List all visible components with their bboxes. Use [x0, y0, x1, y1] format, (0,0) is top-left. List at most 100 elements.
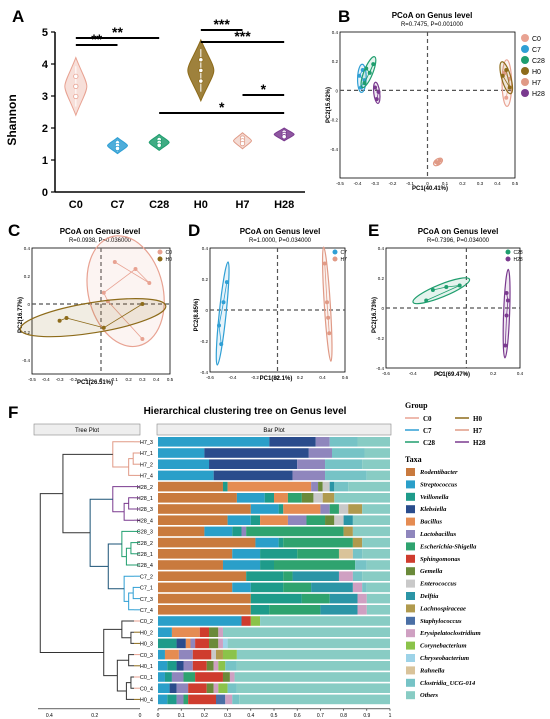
bar-segment-h0-2: [171, 627, 200, 637]
bar-segment-h28-3: [348, 504, 363, 514]
sample-label: H7_1: [140, 451, 153, 457]
panel-d-ytick-label: 0: [205, 308, 208, 313]
bar-segment-c7-2: [246, 571, 284, 581]
bar-segment-h0-4: [158, 694, 168, 705]
bar-segment-c7-1: [250, 582, 284, 593]
violin-point-c28: [156, 142, 162, 148]
bar-x-tick-label: 0.9: [363, 713, 370, 719]
panel-c-xtick-label: 0.4: [153, 377, 160, 382]
panel-e-xtick-label: 0.4: [517, 371, 524, 376]
taxa-legend-swatch: [406, 505, 415, 514]
panel-d-connector-h7: [327, 317, 330, 334]
sample-label: C7_2: [140, 574, 153, 580]
bar-segment-h28-3: [158, 504, 251, 514]
bar-segment-h28-4: [227, 515, 251, 525]
panel-e-xlabel: PC1(69.47%): [434, 372, 470, 378]
panel-d-point-h7: [325, 300, 329, 305]
panel-e-xtick-label: -0.4: [409, 371, 417, 376]
bar-segment-h0-3: [209, 638, 219, 649]
panel-c-legend-swatch-c0: [157, 249, 163, 255]
bar-segment-h0-4: [232, 694, 240, 705]
panel-a-xtick-label: H7: [235, 199, 249, 211]
bar-segment-h7-3: [269, 437, 316, 447]
panel-e-point-h28: [504, 313, 509, 318]
panel-b-point-c28: [364, 66, 369, 71]
bar-x-tick-label: 0.6: [294, 713, 301, 719]
significance-label: *: [219, 99, 225, 115]
bar-segment-c7-4: [357, 605, 367, 615]
bar-segment-c28-3: [352, 526, 390, 537]
tree-branch: [39, 493, 104, 653]
taxa-legend-label: Rodentibacter: [419, 469, 458, 476]
panel-c-xtick-label: -0.1: [83, 377, 91, 382]
panel-c-ytick-label: 0.4: [24, 246, 31, 251]
panel-b-ytick-label: 0: [335, 88, 338, 93]
bar-segment-h28-3: [278, 504, 284, 514]
panel-d-legend-swatch-c7: [332, 249, 338, 255]
bar-segment-c7-4: [250, 605, 270, 615]
panel-b-connector-h0: [505, 69, 511, 88]
panel-b-xtick-label: -0.3: [371, 181, 379, 186]
bar-segment-h28-4: [334, 515, 344, 525]
bar-segment-h28-4: [352, 515, 390, 525]
panel-d-ytick-label: -0.4: [200, 370, 208, 375]
panel-a-ytick-label: 4: [42, 59, 49, 71]
tree-branch: [62, 453, 113, 534]
bar-segment-h28-2: [222, 481, 228, 492]
bar-segment-c28-3: [204, 526, 233, 537]
bar-segment-c0-3: [164, 649, 179, 660]
taxa-legend-swatch: [406, 592, 415, 600]
bar-segment-c0-1: [158, 672, 165, 682]
panel-d-xtick-label: 0: [276, 375, 279, 380]
panel-e-point-h28: [504, 291, 509, 295]
panel-b-point-h0: [507, 85, 512, 90]
bar-segment-h0-3: [227, 638, 390, 649]
panel-b-point-h28: [373, 85, 377, 90]
panel-c-point-c0: [101, 290, 106, 295]
panel-c-xtick-label: -0.4: [42, 377, 50, 382]
panel-e-ytick-label: 0.2: [378, 276, 385, 281]
bar-segment-c7-3: [158, 593, 251, 604]
panel-b-legend-swatch-c0: [521, 34, 529, 42]
bar-segment-h7-2: [158, 459, 210, 469]
sample-label: C7_3: [140, 597, 153, 603]
sample-label: H7_4: [140, 474, 153, 480]
panel-b-xlabel: PC1(40.41%): [412, 186, 448, 192]
panel-b-xtick-label: 0.4: [494, 181, 501, 186]
bar-segment-h0-4: [188, 694, 216, 705]
panel-a-xtick-label: C28: [149, 199, 169, 211]
significance-label: **: [112, 24, 123, 40]
bar-segment-h0-4: [225, 694, 233, 705]
panel-c-xtick-label: 0.5: [167, 377, 174, 382]
bar-segment-h28-4: [158, 515, 228, 525]
bar-segment-c0-2: [260, 616, 390, 626]
bar-segment-c28-1: [338, 549, 353, 559]
sample-label: C28_1: [137, 552, 153, 558]
panel-letter-e: E: [368, 221, 379, 240]
bar-segment-h7-1: [308, 448, 332, 458]
panel-b-subtitle: R=0.7475, P=0.001000: [401, 22, 464, 28]
bar-segment-h7-3: [357, 437, 390, 447]
bar-x-tick-label: 0.3: [224, 713, 231, 719]
panel-e-xtick-label: 0.2: [490, 371, 497, 376]
bar-segment-c7-3: [250, 593, 302, 604]
bar-segment-c0-4: [227, 683, 237, 693]
panel-d-pcoa: PCoA on Genus level R=1.0000, P=0.034000…: [194, 227, 349, 382]
bar-segment-h28-2: [227, 481, 312, 492]
bar-segment-c0-1: [234, 672, 390, 682]
panel-b-pcoa: PCoA on Genus level R=0.7475, P=0.001000…: [326, 11, 545, 192]
sample-label: H7_3: [140, 440, 153, 446]
tree-branch: [103, 628, 122, 677]
violin-point-c0: [73, 93, 79, 100]
panel-e-ellipse-c28: [412, 277, 471, 305]
taxa-legend-label: Lactobacillus: [419, 531, 457, 538]
taxa-legend-swatch: [406, 629, 415, 638]
panel-c-ytick-label: -0.2: [22, 330, 30, 335]
panel-b-legend-label: H28: [532, 91, 545, 98]
panel-c-subtitle: R=0.0938, P=0.036000: [69, 238, 132, 244]
bar-segment-h7-2: [362, 459, 390, 469]
bar-segment-h28-3: [250, 504, 279, 514]
sample-label: C7_1: [140, 586, 153, 592]
bar-segment-c0-1: [229, 672, 235, 682]
panel-c-point-c0: [112, 260, 117, 264]
